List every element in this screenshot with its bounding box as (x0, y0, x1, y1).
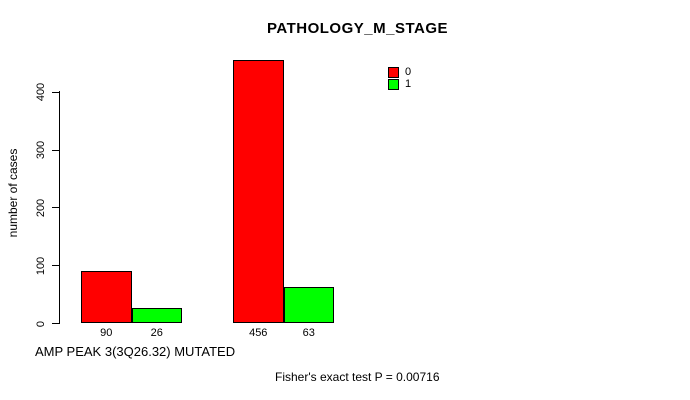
bar-count-label: 90 (100, 327, 113, 339)
bar-count-label: 63 (302, 327, 315, 339)
legend-label: 1 (405, 77, 412, 90)
y-axis-line (59, 91, 60, 324)
y-tick-label-400: 400 (35, 83, 47, 102)
bar-series1-group2 (283, 287, 334, 324)
y-tick-label-200: 200 (35, 198, 47, 218)
y-tick-0 (52, 323, 59, 324)
x-axis-label: AMP PEAK 3(3Q26.32) MUTATED (35, 344, 236, 359)
legend-item-1: 1 (388, 78, 411, 90)
y-tick-400 (52, 91, 59, 93)
bar-count-label: 456 (249, 327, 268, 339)
y-tick-label-0: 0 (35, 320, 47, 327)
bar-series1-group1 (131, 308, 182, 324)
bar-series0-group1 (81, 271, 132, 324)
legend-label: 0 (405, 65, 412, 78)
y-tick-label-300: 300 (35, 140, 47, 160)
legend-swatch-icon (388, 78, 399, 90)
y-tick-300 (52, 149, 59, 151)
fisher-test-annotation: Fisher's exact test P = 0.00716 (275, 370, 440, 384)
y-tick-100 (52, 265, 59, 267)
legend-item-0: 0 (388, 66, 411, 78)
y-tick-label-100: 100 (35, 256, 47, 275)
legend-swatch-icon (388, 66, 399, 78)
chart-title: PATHOLOGY_M_STAGE (266, 20, 448, 37)
bar-series0-group2 (233, 59, 284, 324)
y-tick-200 (52, 207, 59, 209)
y-axis-label: number of cases (6, 148, 20, 238)
bar-count-label: 26 (150, 327, 163, 339)
